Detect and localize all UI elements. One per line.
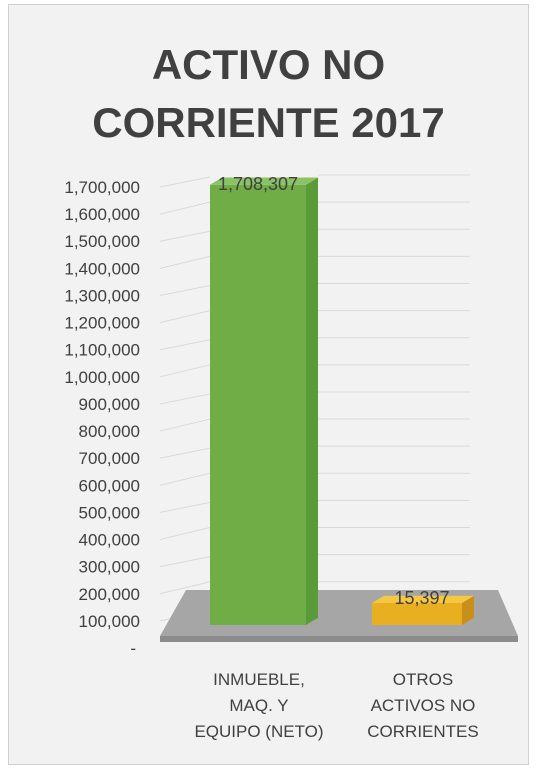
gridline-side-11	[159, 339, 211, 351]
y-tick-label: 900,000	[79, 395, 140, 414]
y-axis-tick-labels: - 100,000 200,000 300,000 400,000 500,000 600,…	[64, 178, 140, 658]
y-tick-label: 1,500,000	[64, 232, 140, 251]
category-label-2-line-1: OTROS	[393, 670, 453, 689]
bars	[210, 177, 474, 626]
gridline-side-2	[159, 581, 211, 595]
y-tick-label: 200,000	[79, 585, 140, 604]
gridline-side-7	[159, 447, 211, 459]
gridline-side-16	[159, 201, 211, 215]
bar-inmueble	[210, 177, 318, 626]
gridline-side-5	[159, 501, 211, 513]
bar-otros-activos-front	[372, 603, 462, 625]
category-label-2-line-3: CORRIENTES	[367, 722, 478, 741]
y-tick-label: -	[130, 639, 136, 658]
gridline-side-17	[159, 176, 211, 188]
gridline-side-9	[159, 393, 211, 405]
floor-edge	[160, 636, 518, 642]
bar-otros-activos-top	[372, 595, 474, 603]
data-labels: 1,708,307 15,397	[218, 174, 450, 608]
y-tick-label: 1,300,000	[64, 286, 140, 305]
chart-title-line-1: ACTIVO NO	[151, 41, 386, 88]
gridline-side-6	[159, 472, 211, 486]
category-labels: INMUEBLE, MAQ. Y EQUIPO (NETO) OTROS ACTIVOS…	[194, 670, 478, 741]
y-tick-label: 800,000	[79, 422, 140, 441]
data-label-1: 1,708,307	[218, 174, 298, 194]
gridline-side-4	[159, 527, 211, 541]
chart-title: ACTIVO NO CORRIENTE 2017	[0, 36, 537, 152]
category-label-2-line-2: ACTIVOS NO	[371, 696, 476, 715]
y-tick-label: 700,000	[79, 449, 140, 468]
y-tick-label: 1,200,000	[64, 314, 140, 333]
y-tick-label: 400,000	[79, 531, 140, 550]
gridline-side-12	[159, 310, 211, 324]
category-label-1-line-2: MAQ. Y	[229, 696, 288, 715]
gridline-side-15	[159, 230, 211, 242]
chart-title-line-2: CORRIENTE 2017	[92, 99, 445, 146]
gridline-side-13	[159, 284, 211, 296]
gridline-side-10	[159, 364, 211, 378]
bar-inmueble-side	[306, 177, 318, 625]
gridline-side-3	[159, 556, 211, 568]
bar-otros-activos	[372, 595, 474, 625]
y-tick-label: 1,100,000	[64, 341, 140, 360]
y-tick-label: 1,400,000	[64, 259, 140, 278]
category-label-1-line-3: EQUIPO (NETO)	[194, 722, 323, 741]
y-tick-label: 500,000	[79, 503, 140, 522]
gridline-side-8	[159, 418, 211, 432]
bar-otros-activos-side	[462, 595, 474, 625]
category-label-1-line-1: INMUEBLE,	[213, 670, 305, 689]
data-label-2: 15,397	[394, 588, 449, 608]
y-tick-label: 1,700,000	[64, 178, 140, 197]
y-tick-label: 100,000	[79, 612, 140, 631]
y-tick-label: 600,000	[79, 476, 140, 495]
bar-inmueble-top	[210, 177, 318, 185]
y-tick-label: 1,600,000	[64, 205, 140, 224]
y-tick-label: 300,000	[79, 558, 140, 577]
bar-inmueble-front	[210, 184, 306, 626]
y-tick-label: 1,000,000	[64, 368, 140, 387]
gridline-side-14	[159, 255, 211, 269]
